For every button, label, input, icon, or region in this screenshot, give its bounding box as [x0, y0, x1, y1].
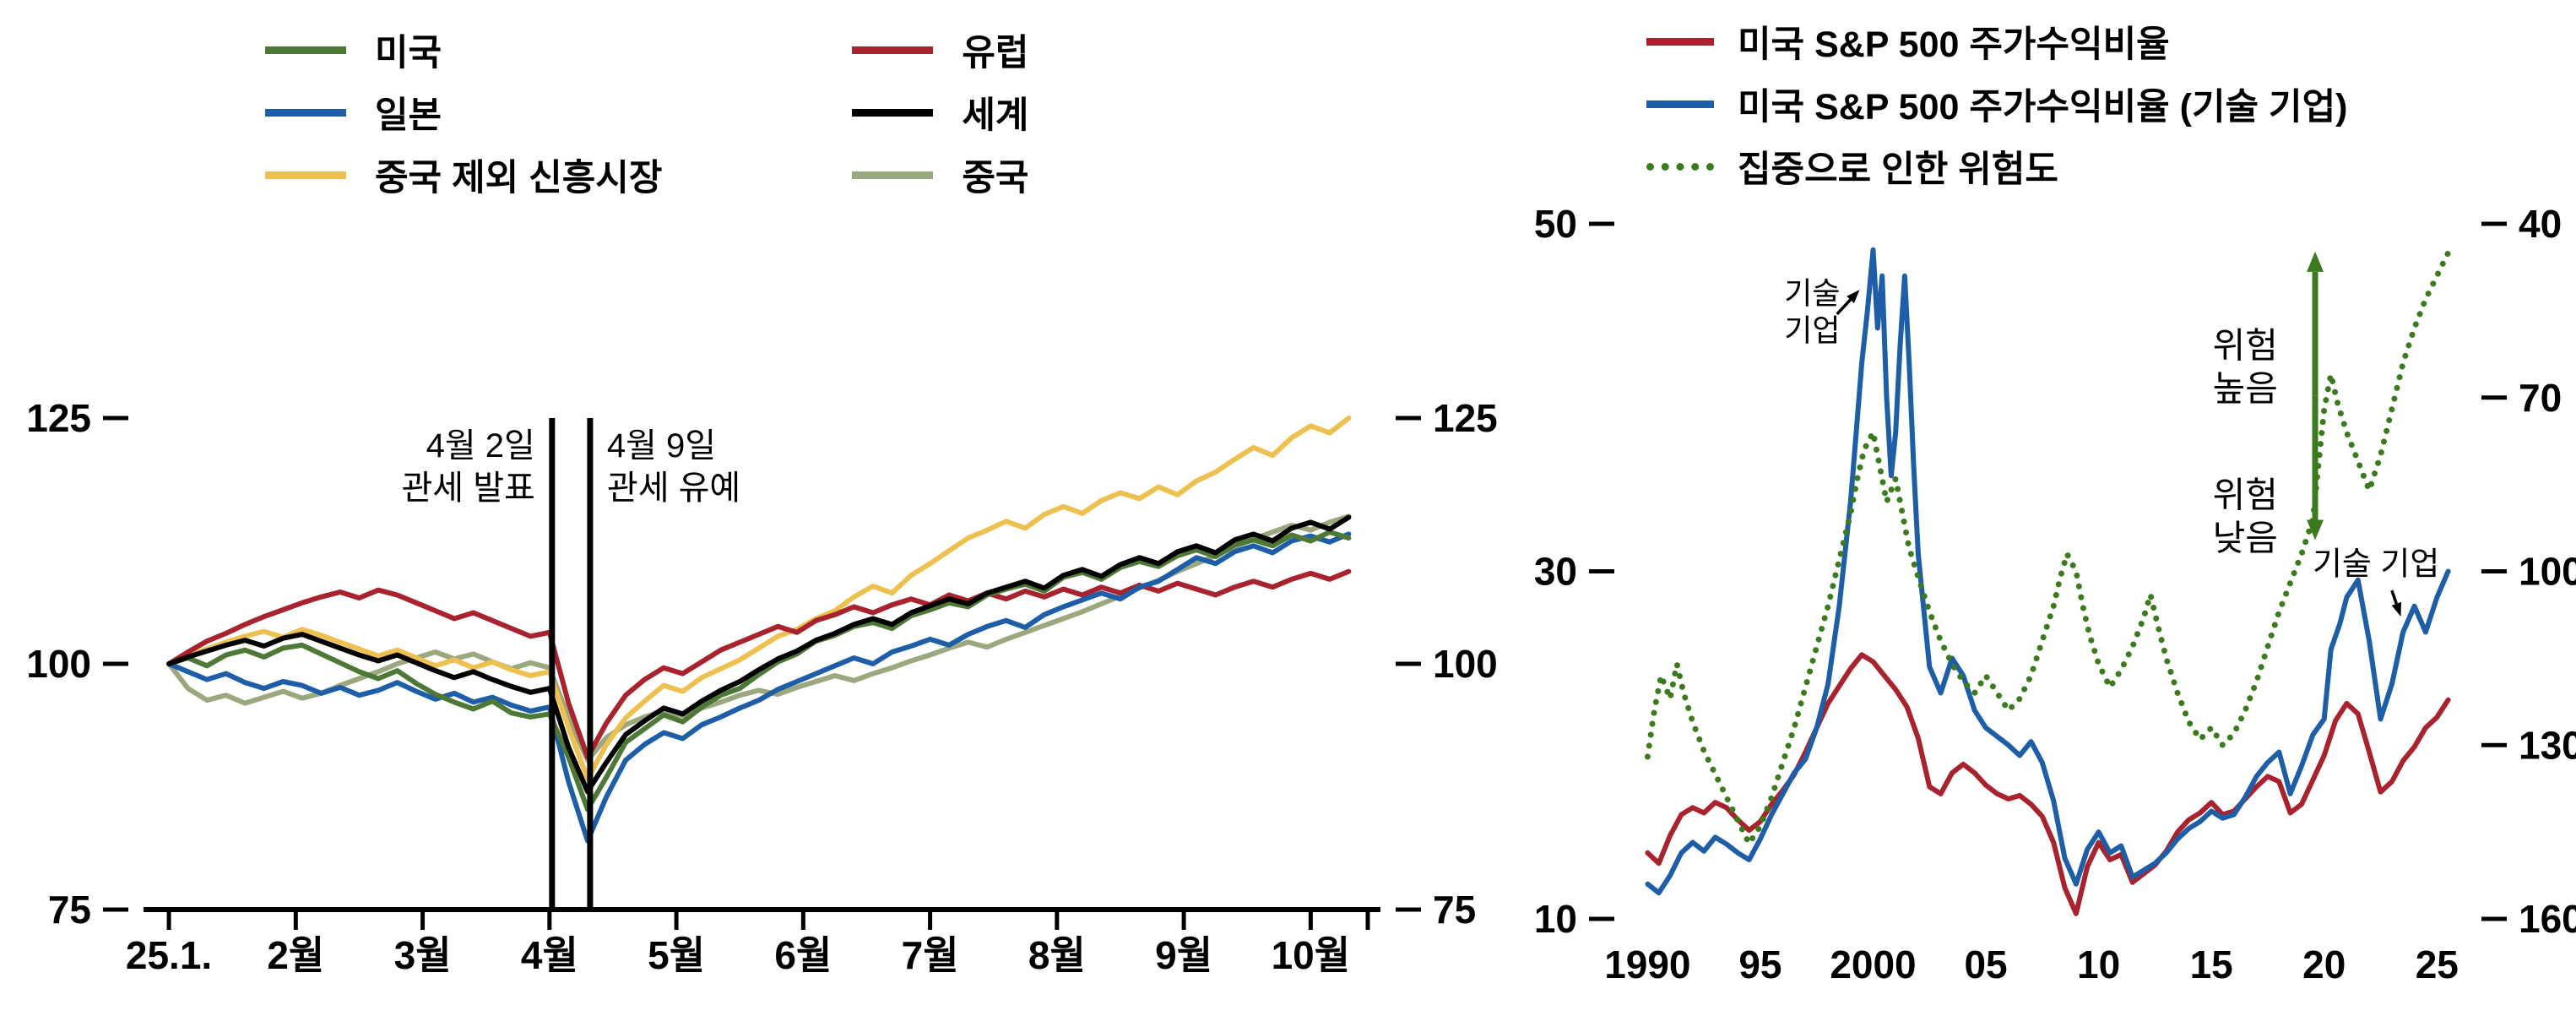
left-chart-canvas: 75 100 125 75 100 125 25.1. 2월 3월 4월 5월 6월 7월 8월 9월 10월…: [26, 396, 1498, 977]
legend-item-world: 세계: [852, 81, 1029, 144]
annotation-arrow-head: [1847, 290, 1860, 303]
x-axis-label: 20: [2302, 943, 2346, 986]
legend-item-em-ex-china: 중국 제외 신흥시장: [265, 144, 662, 206]
y-axis-label-left: 30: [1534, 550, 1577, 594]
x-axis-label: 10월: [1272, 933, 1351, 977]
legend-item-japan: 일본: [265, 81, 662, 144]
series-line-1: [1645, 247, 2451, 896]
legend-swatch-em-ex-china: [265, 171, 346, 179]
annotation-arrow-head: [2307, 519, 2324, 541]
annotation-text: 위험: [2213, 475, 2278, 514]
left-chart-legend: 미국 유럽 일본 세계 중국 제외 신흥시장 중국: [265, 19, 1029, 206]
legend-swatch-world: [852, 108, 934, 117]
y-axis-label-right: 130: [2519, 723, 2576, 767]
legend-item-us: 미국: [265, 19, 662, 81]
y-axis-label-right: 40: [2519, 202, 2562, 246]
x-axis-label: 8월: [1028, 933, 1086, 977]
legend-label-us: 미국: [375, 33, 442, 73]
legend-item-concentration-risk: 집중으로 인한 위험도: [1646, 135, 2347, 198]
legend-label-japan: 일본: [375, 95, 442, 136]
legend-label-world: 세계: [962, 95, 1029, 136]
legend-label-concentration-risk: 집중으로 인한 위험도: [1738, 149, 2058, 190]
legend-label-china: 중국: [962, 158, 1029, 198]
legend-swatch-sp500-pe: [1646, 37, 1714, 46]
legend-item-sp500-pe: 미국 S&P 500 주가수익비율: [1646, 10, 2347, 73]
series-line-3: [166, 531, 1352, 844]
x-axis-label: 2월: [267, 933, 324, 977]
legend-swatch-europe: [852, 46, 934, 54]
y-axis-label-right: 100: [2519, 550, 2576, 594]
annotation-text: 낮음: [2213, 518, 2278, 557]
x-axis-label: 9월: [1155, 933, 1212, 977]
annotation-arrow: [2390, 589, 2398, 605]
y-axis-label-right: 100: [1433, 642, 1498, 686]
y-axis-label-right: 70: [2519, 376, 2562, 420]
x-axis-label: 10: [2077, 943, 2120, 986]
legend-swatch-concentration-risk: [1646, 162, 1714, 171]
x-axis-label: 3월: [394, 933, 452, 977]
y-axis-label-left: 125: [26, 396, 91, 440]
annotation-text: 높음: [2213, 368, 2278, 408]
x-axis-label: 4월: [521, 933, 578, 977]
series-line-2: [1644, 249, 2452, 847]
right-chart-canvas: 10 30 50 40 70 100 130 160 1990 95 2000 05 10 15 20 25 기…: [1534, 202, 2576, 986]
series-line-4: [166, 530, 1352, 812]
y-axis-label-left: 50: [1534, 202, 1577, 246]
x-axis-label: 25: [2416, 943, 2459, 986]
annotation-text: 위험: [2213, 325, 2278, 365]
legend-item-europe: 유럽: [852, 19, 1029, 81]
event-marker-label: 4월 9일: [607, 427, 716, 465]
legend-label-sp500-pe: 미국 S&P 500 주가수익비율: [1738, 24, 2170, 65]
series-line-2: [166, 568, 1352, 760]
legend-label-sp500-tech-pe: 미국 S&P 500 주가수익비율 (기술 기업): [1738, 87, 2348, 128]
event-marker-label: 4월 2일: [426, 427, 535, 465]
legend-label-em-ex-china: 중국 제외 신흥시장: [375, 158, 663, 198]
event-marker-label: 관세 발표: [401, 470, 534, 507]
legend-item-china: 중국: [852, 144, 1029, 206]
y-axis-label-right: 125: [1433, 396, 1498, 440]
series-line-5: [166, 514, 1352, 795]
y-axis-label-left: 75: [48, 888, 91, 932]
legend-swatch-japan: [265, 108, 346, 117]
x-axis-label: 1990: [1604, 943, 1690, 986]
annotation-text: 기술 기업: [2313, 547, 2439, 583]
x-axis-label: 05: [1964, 943, 2007, 986]
annotation-arrow-head: [2391, 601, 2401, 617]
y-axis-label-right: 160: [2519, 897, 2576, 941]
legend-swatch-china: [852, 171, 934, 179]
y-axis-label-left: 100: [26, 642, 91, 686]
annotation-text: 기술: [1784, 276, 1840, 311]
annotation-text: 기업: [1784, 313, 1840, 348]
x-axis-label: 5월: [648, 933, 705, 977]
right-chart-legend: 미국 S&P 500 주가수익비율 미국 S&P 500 주가수익비율 (기술 …: [1646, 10, 2347, 198]
x-axis-label: 95: [1738, 943, 1782, 986]
annotation-arrow: [1836, 298, 1852, 316]
legend-swatch-sp500-tech-pe: [1646, 100, 1714, 108]
legend-label-europe: 유럽: [962, 33, 1029, 73]
x-axis-label: 7월: [902, 933, 959, 977]
x-axis-label: 15: [2190, 943, 2233, 986]
x-axis-label: 25.1.: [126, 933, 212, 977]
annotation-arrow-head: [2307, 251, 2324, 272]
event-marker-label: 관세 유예: [607, 470, 740, 507]
y-axis-label-right: 75: [1433, 888, 1476, 932]
y-axis-label-left: 10: [1534, 897, 1577, 941]
x-axis-label: 2000: [1830, 943, 1916, 986]
legend-item-sp500-tech-pe: 미국 S&P 500 주가수익비율 (기술 기업): [1646, 73, 2347, 135]
legend-swatch-us: [265, 46, 346, 54]
series-line-1: [166, 416, 1352, 782]
x-axis-label: 6월: [774, 933, 832, 977]
